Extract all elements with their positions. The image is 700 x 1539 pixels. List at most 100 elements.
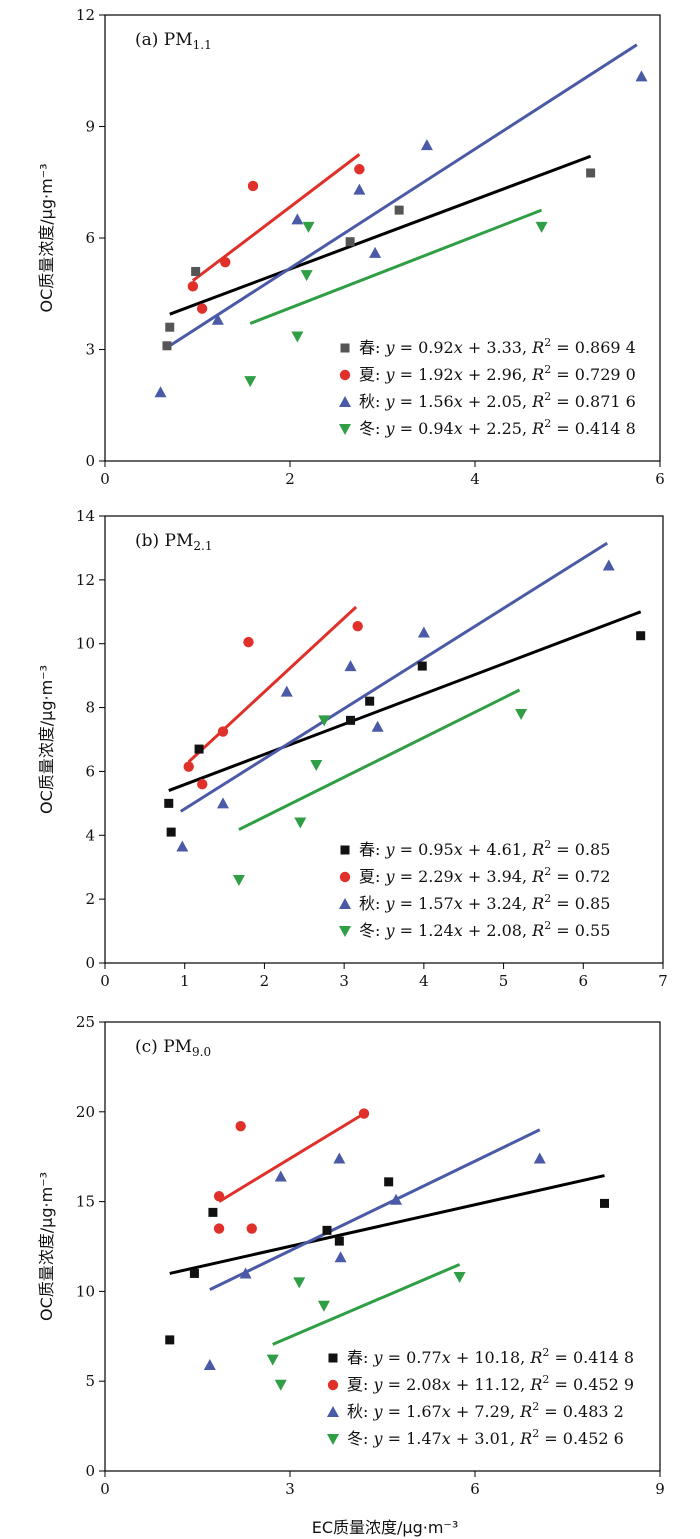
y-tick-label: 2	[85, 890, 95, 908]
point-summer	[354, 164, 365, 175]
y-tick-label: 6	[85, 762, 95, 780]
point-spring	[394, 205, 404, 215]
y-tick-label: 10	[76, 635, 95, 653]
y-tick-label: 6	[85, 229, 95, 247]
point-spring	[194, 744, 204, 754]
point-autumn	[280, 685, 293, 697]
x-tick-label: 7	[658, 972, 668, 990]
panel-a: 0 2 4 6 0 3 6 9 12 OC质量浓度/μg·m⁻³ (a) PM1.1 春: y = 0…	[37, 6, 665, 488]
y-tick-label: 9	[85, 118, 95, 136]
point-autumn	[369, 246, 382, 258]
x-tick-label: 4	[419, 972, 429, 990]
x-tick-label: 2	[260, 972, 270, 990]
point-spring	[208, 1207, 218, 1217]
x-tick-label: 3	[285, 1480, 295, 1498]
fit-line-summer	[191, 153, 361, 282]
legend-marker-summer	[327, 1379, 339, 1391]
y-tick-label: 25	[76, 1013, 95, 1031]
legend-entry-autumn: 秋: y = 1.57x + 3.24, R2 = 0.85	[359, 892, 610, 913]
point-summer	[243, 636, 254, 648]
point-winter	[310, 760, 323, 772]
legend-entry-summer: 夏: y = 1.92x + 2.96, R2 = 0.729 0	[359, 363, 636, 384]
legend-marker-winter	[339, 424, 351, 435]
point-summer	[187, 281, 199, 292]
y-tick-label: 10	[76, 1282, 95, 1300]
point-autumn	[420, 139, 433, 151]
point-winter	[232, 874, 245, 886]
plot-frame	[104, 1021, 661, 1472]
point-spring	[384, 1177, 394, 1187]
point-autumn	[203, 1359, 216, 1371]
legend-marker-summer	[339, 369, 351, 381]
point-winter	[293, 1277, 306, 1289]
x-tick-label: 4	[470, 470, 480, 488]
point-winter	[453, 1272, 466, 1284]
point-winter	[515, 708, 528, 720]
x-tick-label: 0	[100, 1480, 110, 1498]
point-winter	[317, 1300, 330, 1312]
point-summer	[183, 761, 194, 772]
panel-title: (c) PM9.0	[135, 1037, 211, 1059]
x-axis-label: EC质量浓度/μg·m⁻³	[312, 1518, 459, 1537]
x-tick-label: 0	[100, 470, 110, 488]
panel-title: (a) PM1.1	[135, 30, 212, 52]
legend-entry-spring: 春: y = 0.77x + 10.18, R2 = 0.414 8	[347, 1346, 634, 1367]
legend-marker-autumn	[339, 898, 351, 909]
legend-marker-winter	[327, 1434, 339, 1445]
fit-line-spring	[169, 154, 592, 316]
point-winter	[535, 221, 548, 233]
point-autumn	[344, 660, 357, 672]
point-summer	[358, 1108, 370, 1119]
point-spring	[164, 798, 174, 808]
y-axis-label: OC质量浓度/μg·m⁻³	[37, 163, 56, 312]
x-tick-label: 6	[579, 972, 589, 990]
y-tick-label: 0	[85, 452, 95, 470]
point-spring	[189, 1268, 199, 1278]
point-spring	[191, 266, 201, 276]
y-axis-label: OC质量浓度/μg·m⁻³	[37, 665, 56, 814]
panel-c: 0 3 6 9 0 5 10 15 20 25 OC质量浓度/μg·m⁻³ (c) PM9.0 春: y…	[37, 1013, 665, 1498]
point-summer	[246, 1223, 257, 1234]
point-spring	[166, 827, 176, 837]
legend-marker-spring	[328, 1353, 338, 1363]
legend-entry-autumn: 秋: y = 1.67x + 7.29, R2 = 0.483 2	[347, 1400, 624, 1421]
y-tick-label: 8	[85, 699, 95, 717]
y-tick-label: 0	[85, 1462, 95, 1480]
legend-marker-summer	[339, 871, 351, 883]
point-autumn	[211, 313, 224, 325]
y-tick-label: 20	[76, 1103, 95, 1121]
point-summer	[217, 726, 229, 737]
legend-entry-winter: 冬: y = 1.47x + 3.01, R2 = 0.452 6	[347, 1427, 624, 1448]
point-autumn	[333, 1152, 346, 1164]
point-spring	[165, 1335, 175, 1345]
point-autumn	[533, 1152, 546, 1164]
point-autumn	[334, 1251, 347, 1263]
point-summer	[220, 256, 231, 268]
point-winter	[244, 376, 257, 388]
point-summer	[352, 620, 363, 632]
point-autumn	[417, 626, 430, 638]
legend-entry-winter: 冬: y = 0.94x + 2.25, R2 = 0.414 8	[359, 417, 636, 438]
point-winter	[294, 817, 307, 829]
y-tick-label: 0	[85, 954, 95, 972]
point-spring	[365, 696, 375, 706]
point-autumn	[274, 1170, 287, 1182]
legend-entry-autumn: 秋: y = 1.56x + 2.05, R2 = 0.871 6	[359, 390, 636, 411]
y-tick-label: 12	[76, 6, 95, 24]
legend-entry-winter: 冬: y = 1.24x + 2.08, R2 = 0.55	[359, 919, 610, 940]
fit-line-summer	[187, 605, 358, 763]
point-autumn	[635, 70, 648, 82]
legend-marker-spring	[340, 343, 350, 353]
x-tick-label: 6	[470, 1480, 480, 1498]
fit-line-spring	[168, 610, 642, 792]
fit-line-winter	[249, 208, 543, 325]
point-winter	[300, 270, 313, 282]
point-autumn	[291, 213, 304, 225]
fit-line-winter	[272, 1263, 461, 1346]
legend-marker-autumn	[327, 1406, 339, 1417]
point-winter	[274, 1379, 287, 1391]
point-spring	[346, 715, 356, 725]
legend-marker-autumn	[339, 396, 351, 407]
legend-entry-summer: 夏: y = 2.29x + 3.94, R2 = 0.72	[359, 865, 610, 886]
